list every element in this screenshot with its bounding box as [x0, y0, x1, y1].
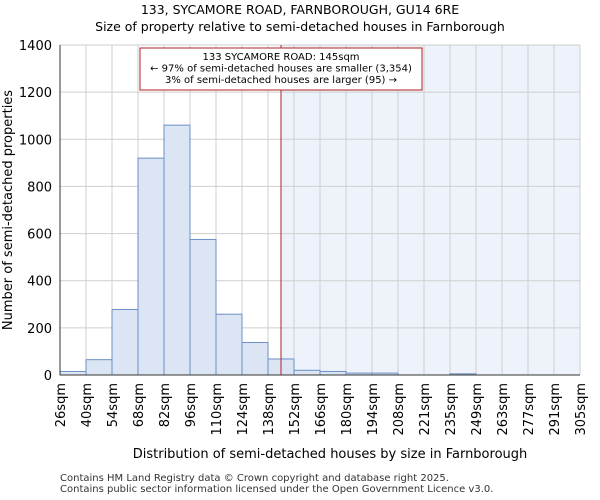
- bar-96sqm: [189, 238, 217, 376]
- histogram-chart: 0 200 400 600 800 1000 1200 1400 26sqm 40sqm 54sqm…: [1, 39, 589, 462]
- x-tick-label-26sqm: 26sqm: [54, 383, 69, 427]
- x-tick-label-194sqm: 194sqm: [366, 383, 381, 436]
- y-tick-label-5: 1000: [19, 133, 52, 148]
- x-tick-label-277sqm: 277sqm: [522, 383, 537, 436]
- x-tick-label-166sqm: 166sqm: [314, 383, 329, 436]
- y-tick-label-7: 1400: [19, 39, 52, 54]
- x-tick-label-54sqm: 54sqm: [106, 383, 121, 427]
- highlight-region: [281, 45, 580, 375]
- x-tick-label-180sqm: 180sqm: [340, 383, 355, 436]
- x-tick-label-235sqm: 235sqm: [444, 383, 459, 436]
- annotation-box: [139, 47, 423, 91]
- y-tick-label-2: 400: [27, 275, 52, 290]
- bar-40sqm: [85, 359, 113, 376]
- x-tick-label-305sqm: 305sqm: [574, 383, 589, 436]
- x-tick-label-138sqm: 138sqm: [262, 383, 277, 436]
- x-tick-label-124sqm: 124sqm: [236, 383, 251, 436]
- y-tick-label-3: 600: [27, 228, 52, 243]
- bar-152sqm: [293, 369, 321, 376]
- x-tick-label-263sqm: 263sqm: [496, 383, 511, 436]
- x-tick-label-291sqm: 291sqm: [548, 383, 563, 436]
- bar-68sqm: [137, 157, 165, 376]
- annotation-line-1: 133 SYCAMORE ROAD: 145sqm: [202, 52, 359, 63]
- y-tick-label-6: 1200: [19, 86, 52, 101]
- footer-copyright: Contains HM Land Registry data © Crown c…: [60, 473, 449, 484]
- x-tick-label-82sqm: 82sqm: [158, 383, 173, 427]
- y-tick-label-0: 0: [44, 369, 52, 384]
- x-tick-label-152sqm: 152sqm: [288, 383, 303, 436]
- y-tick-label-4: 800: [27, 180, 52, 195]
- chart-title-address: 133, SYCAMORE ROAD, FARNBOROUGH, GU14 6R…: [140, 2, 460, 17]
- x-tick-label-208sqm: 208sqm: [392, 383, 407, 436]
- x-axis-label: Distribution of semi-detached houses by …: [133, 447, 528, 462]
- annotation-line-3: 3% of semi-detached houses are larger (9…: [165, 75, 397, 86]
- x-tick-label-96sqm: 96sqm: [184, 383, 199, 427]
- x-tick-label-221sqm: 221sqm: [418, 383, 433, 436]
- x-tick-label-249sqm: 249sqm: [470, 383, 485, 436]
- bar-166sqm: [319, 370, 347, 376]
- y-tick-label-1: 200: [27, 322, 52, 337]
- x-tick-label-40sqm: 40sqm: [80, 383, 95, 427]
- bar-26sqm: [59, 370, 87, 376]
- chart-title: Size of property relative to semi-detach…: [95, 19, 505, 34]
- bar-124sqm: [241, 341, 269, 376]
- x-tick-label-68sqm: 68sqm: [132, 383, 147, 427]
- bar-54sqm: [111, 308, 139, 376]
- y-axis-label: Number of semi-detached properties: [1, 90, 16, 330]
- annotation-line-2: ← 97% of semi-detached houses are smalle…: [150, 64, 412, 75]
- footer-licence: Contains public sector information licen…: [60, 484, 494, 495]
- bar-82sqm: [163, 124, 191, 376]
- bar-110sqm: [215, 313, 243, 376]
- x-tick-label-110sqm: 110sqm: [210, 383, 225, 436]
